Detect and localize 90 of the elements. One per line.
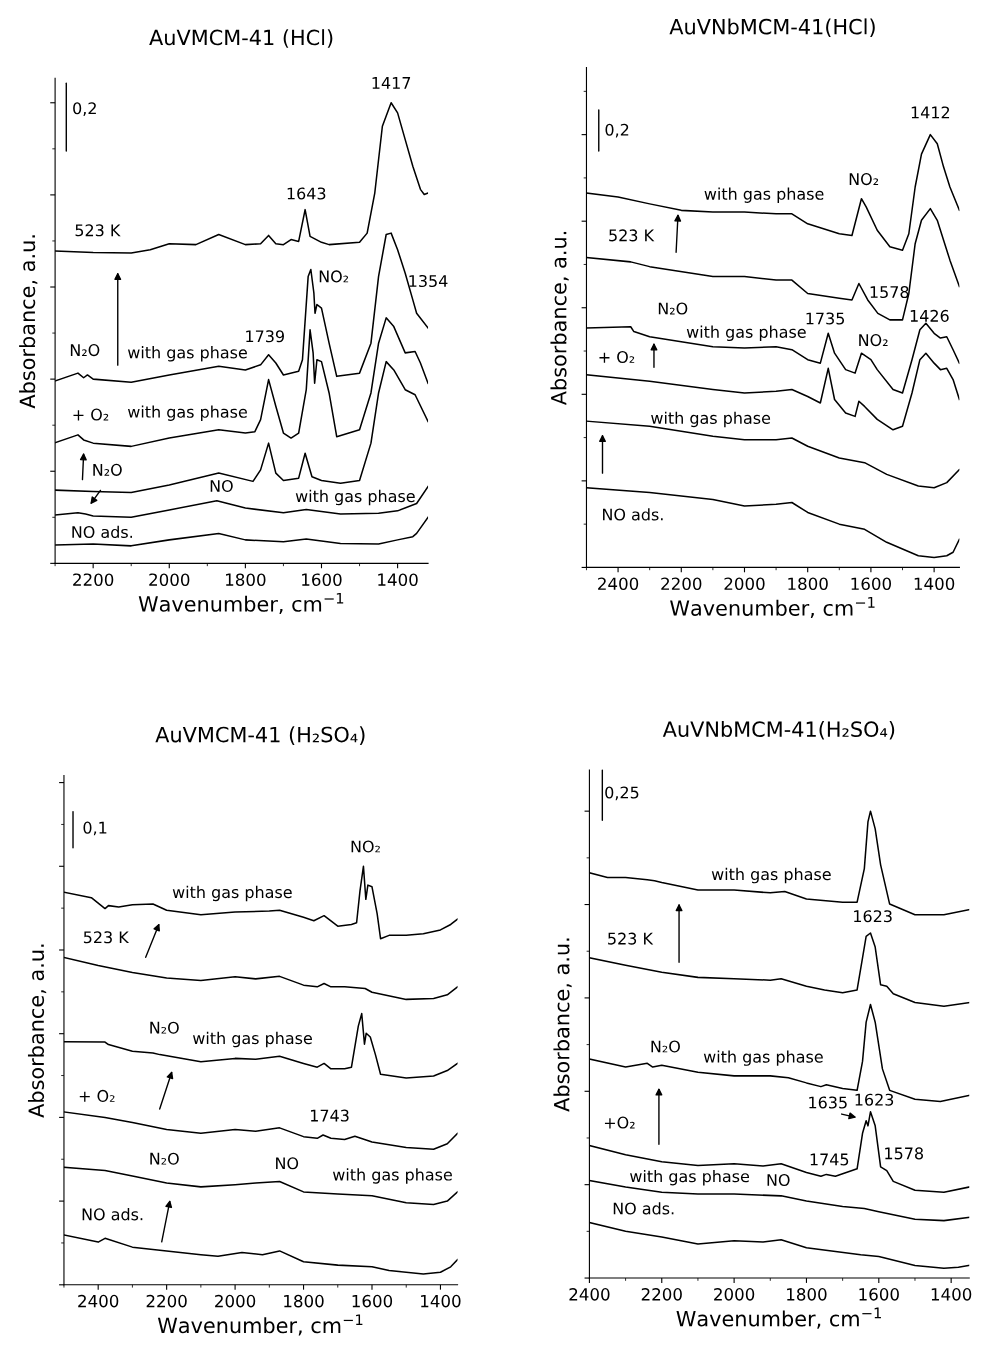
annotation: with gas phase <box>172 885 292 902</box>
x-tick-label: 2200 <box>641 1288 682 1301</box>
x-axis-title: Wavenumber, cm$^{−1}$ <box>676 1307 881 1329</box>
y-axis-title: Absorbance, a.u. <box>553 938 572 1112</box>
annotation: with gas phase <box>630 1169 750 1186</box>
x-tick-label: 1400 <box>931 1288 972 1301</box>
annotation: N₂O <box>93 463 122 476</box>
annotation: 523 K <box>608 932 654 945</box>
x-tick-label: 2000 <box>215 1294 256 1308</box>
text: NO₂ <box>351 840 380 853</box>
x-tick-label: 2200 <box>146 1294 187 1308</box>
chart-title: AuVNbMCM-41(HCl) <box>669 18 875 37</box>
annotation: NO₂ <box>849 173 879 186</box>
annotation: 1623 <box>854 910 892 923</box>
y-axis-title: Absorbance, a.u. <box>550 231 569 406</box>
annotation: 1643 <box>287 187 326 200</box>
annotation: NO <box>276 1157 299 1170</box>
annotation: N₂O <box>150 1152 179 1165</box>
annotation: with gas phase <box>686 325 806 342</box>
annotation: 523 K <box>83 931 130 944</box>
annotation: with gas phase <box>704 187 824 203</box>
annotation: 1745 <box>810 1153 849 1166</box>
chart-title: AuVMCM-41 (H₂SO₄) <box>155 726 365 745</box>
annotation: NO <box>210 479 233 492</box>
x-tick-label: 2000 <box>149 573 190 586</box>
annotation: 1578 <box>870 286 909 299</box>
x-tick-label: 1800 <box>787 1288 827 1301</box>
annotation: with gas phase <box>703 1050 823 1066</box>
annotation: NO ads. <box>82 1208 143 1221</box>
x-tick-label: 1600 <box>352 1294 393 1308</box>
x-tick-label: 1800 <box>284 1294 324 1308</box>
annotation: N₂O <box>70 344 100 357</box>
x-tick-label: 1400 <box>914 577 955 591</box>
x-tick-label: 1800 <box>788 577 828 591</box>
annotation: NO ads. <box>72 525 133 539</box>
annotation: 523 K <box>609 229 655 242</box>
annotation: N₂O <box>658 302 688 315</box>
x-axis-title: Wavenumber, cm$^{−1}$ <box>670 597 875 619</box>
text: 1417 <box>372 77 411 89</box>
annotation: N₂O <box>150 1021 179 1034</box>
text: 0,25 <box>605 786 639 801</box>
annotation: 1635 <box>809 1096 847 1109</box>
y-axis-title: Absorbance, a.u. <box>27 944 47 1118</box>
annotation: 523 K <box>75 224 121 237</box>
annotation: + O₂ <box>73 408 109 421</box>
x-tick-label: 2400 <box>78 1294 119 1308</box>
annotation: NO <box>767 1173 790 1187</box>
annotation: NO₂ <box>859 334 888 347</box>
annotation: 1735 <box>806 312 845 325</box>
annotation: +O₂ <box>604 1116 635 1129</box>
annotation: with gas phase <box>127 405 247 421</box>
annotation: 1743 <box>310 1109 349 1122</box>
x-tick-label: 1400 <box>378 573 418 586</box>
annotation: with gas phase <box>127 346 247 362</box>
annotation: N₂O <box>651 1040 680 1053</box>
annotation: + O₂ <box>79 1089 115 1102</box>
x-tick-label: 1600 <box>851 577 892 591</box>
x-tick-label: 1400 <box>421 1294 461 1308</box>
annotation: 1578 <box>885 1147 923 1160</box>
annotation: 1739 <box>246 330 284 343</box>
x-axis-title: Wavenumber, cm$^{−1}$ <box>138 592 344 614</box>
x-tick-label: 1800 <box>226 573 266 586</box>
annotation: with gas phase <box>651 411 771 428</box>
annotation: 0,2 <box>73 102 96 116</box>
x-tick-label: 2200 <box>73 573 114 586</box>
x-tick-label: 1600 <box>859 1288 899 1301</box>
annotation: with gas phase <box>711 867 831 884</box>
chart-title: AuVNbMCM-41(H₂SO₄) <box>662 720 895 740</box>
x-tick-label: 2400 <box>598 577 639 591</box>
annotation: 0,2 <box>605 123 629 138</box>
annotation: with gas phase <box>332 1168 452 1184</box>
chart-title: AuVMCM-41 (HCl) <box>149 29 333 48</box>
annotation: NO ads. <box>603 508 663 521</box>
x-tick-label: 2000 <box>724 577 765 591</box>
x-tick-label: 2400 <box>569 1288 610 1301</box>
x-axis-title: Wavenumber, cm$^{−1}$ <box>157 1314 363 1336</box>
x-tick-label: 1600 <box>302 573 342 586</box>
y-axis-title: Absorbance, a.u. <box>19 235 38 409</box>
annotation: + O₂ <box>599 350 635 364</box>
annotation: NO₂ <box>319 270 349 283</box>
x-tick-label: 2200 <box>661 577 702 591</box>
x-tick-label: 2000 <box>714 1288 755 1301</box>
text: 0,1 <box>83 821 107 836</box>
annotation: with gas phase <box>295 489 415 506</box>
annotation: NO ads. <box>613 1202 674 1215</box>
annotation: 1354 <box>409 274 448 288</box>
text: 1412 <box>911 106 950 119</box>
annotation: with gas phase <box>192 1031 312 1048</box>
annotation: 1623 <box>855 1093 894 1106</box>
annotation: 1426 <box>910 309 949 322</box>
